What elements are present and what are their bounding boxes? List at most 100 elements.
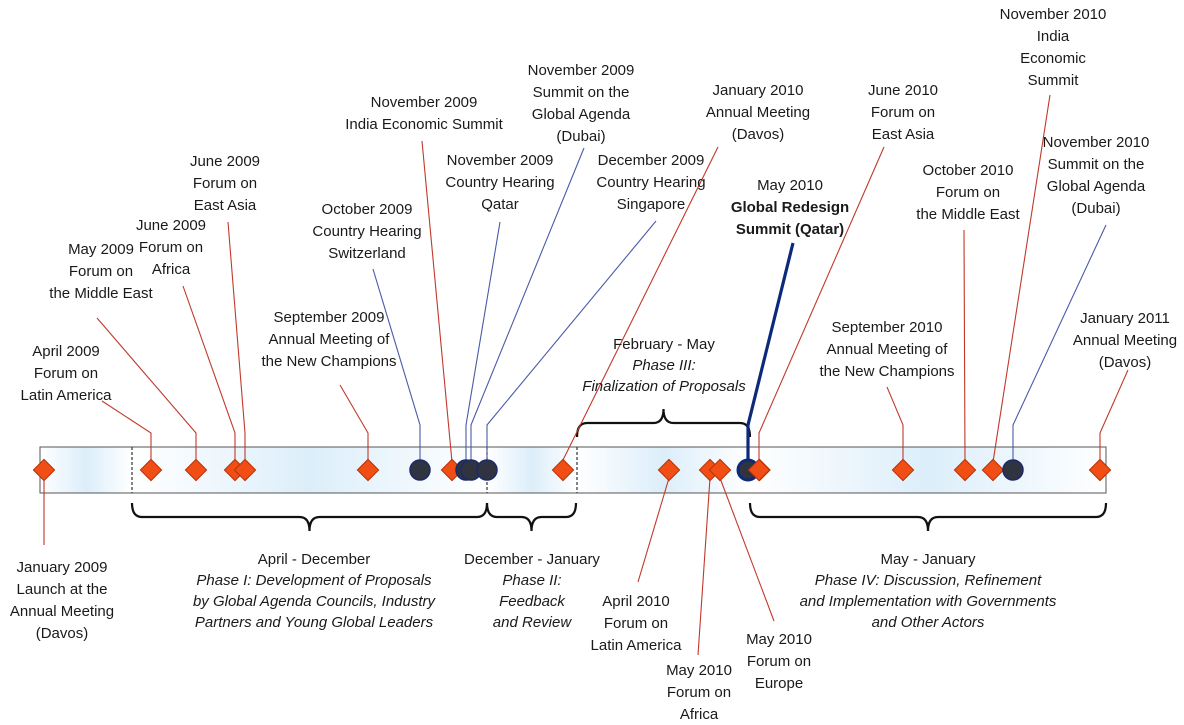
nov-2010-dubai-label-line: November 2010 — [1043, 134, 1150, 151]
phase-2-brace — [485, 502, 578, 532]
phase-3-brace — [575, 408, 752, 438]
apr-2010-label-line: April 2010 — [602, 593, 670, 610]
may-2010-africa-label: May 2010 Forum on Africa — [666, 662, 732, 723]
jun-2009-africa-label: June 2009 Forum on Africa — [136, 217, 206, 278]
sep-2009-label-line: the New Champions — [261, 353, 396, 370]
phase-1-detail: Partners and Young Global Leaders — [195, 614, 434, 631]
nov-2010-dubai-circle-marker — [1002, 459, 1024, 481]
may-2010-europe-diamond-marker — [708, 458, 732, 482]
jun-2010-label-line: June 2010 — [868, 82, 938, 99]
nov-2010-dubai-label-line: Global Agenda — [1047, 178, 1146, 195]
may-2010-summit-label-line: Global Redesign — [731, 199, 849, 216]
phase-3-label: February - May Phase III: Finalization of … — [582, 336, 746, 395]
nov-2009-india-label-line: November 2009 — [371, 94, 478, 111]
band-segment — [40, 447, 132, 493]
phase-3-detail: Finalization of Proposals — [582, 378, 746, 395]
may-2010-africa-label-line: Forum on — [667, 684, 731, 701]
jan-2010-diamond-marker — [551, 458, 575, 482]
nov-2010-dubai-label: November 2010 Summit on the Global Agenda (… — [1043, 134, 1150, 217]
jan-2011-label-line: (Davos) — [1099, 354, 1152, 371]
jun-2009-eastasia-label: June 2009 Forum on East Asia — [190, 153, 260, 214]
phase-4-label: May - January Phase IV: Discussion, Refin… — [800, 551, 1057, 631]
nov-2009-dubai-leader-line — [470, 147, 585, 460]
jan-2009-label-line: Annual Meeting — [10, 603, 114, 620]
nov-2009-dubai-label-line: November 2009 — [528, 62, 635, 79]
nov-2009-india-label-line: India Economic Summit — [345, 116, 503, 133]
sep-2009-label-line: September 2009 — [274, 309, 385, 326]
may-2009-label-line: the Middle East — [49, 285, 153, 302]
may-2010-summit-leader-line — [746, 242, 795, 464]
phase-2-label: December - January Phase II: Feedback and R… — [464, 551, 600, 631]
oct-2009-leader-line — [372, 268, 421, 460]
jun-2010-diamond-marker — [747, 458, 771, 482]
jan-2010-label-line: Annual Meeting — [706, 104, 810, 121]
jan-2009-diamond-marker — [32, 458, 56, 482]
jun-2009-eastasia-diamond-marker — [233, 458, 257, 482]
sep-2010-leader-line — [886, 386, 904, 462]
may-2009-label-line: Forum on — [69, 263, 133, 280]
phase-4-detail: and Other Actors — [872, 614, 985, 631]
apr-2009-leader-line — [101, 400, 152, 462]
sep-2009-leader-line — [339, 384, 369, 462]
jan-2011-label-line: January 2011 — [1080, 310, 1170, 327]
dec-2009-label-line: December 2009 — [598, 152, 705, 169]
may-2010-europe-label: May 2010 Forum on Europe — [746, 631, 812, 692]
may-2009-leader-line — [96, 317, 197, 462]
phase-2-detail: Feedback — [499, 593, 566, 610]
nov-2009-india-leader-line — [421, 140, 453, 463]
may-2010-summit-label: May 2010 Global Redesign Summit (Qatar) — [731, 177, 849, 238]
jan-2011-label-line: Annual Meeting — [1073, 332, 1177, 349]
nov-2009-dubai-label-line: (Dubai) — [556, 128, 605, 145]
phase-4-name: Phase IV: Discussion, Refinement — [815, 572, 1042, 589]
phase-2-period: December - January — [464, 551, 600, 568]
apr-2009-label-line: Latin America — [21, 387, 113, 404]
nov-2010-india-diamond-marker — [981, 458, 1005, 482]
event-labels: January 2009 Launch at the Annual Meeting (… — [10, 6, 1177, 723]
dec-2009-label-line: Country Hearing — [596, 174, 705, 191]
apr-2010-label: April 2010 Forum on Latin America — [591, 593, 683, 654]
nov-2010-india-label: November 2010 India Economic Summit — [1000, 6, 1107, 89]
apr-2009-label: April 2009 Forum on Latin America — [21, 343, 113, 404]
may-2010-europe-label-line: Europe — [755, 675, 803, 692]
nov-2010-dubai-leader-line — [1012, 224, 1107, 460]
jun-2009-africa-leader-line — [182, 285, 236, 462]
jun-2010-label-line: Forum on — [871, 104, 935, 121]
apr-2010-diamond-marker — [657, 458, 681, 482]
dec-2009-leader-line — [486, 220, 657, 460]
jan-2009-label: January 2009 Launch at the Annual Meeting (… — [10, 559, 114, 642]
jun-2010-label-line: East Asia — [872, 126, 935, 143]
nov-2010-dubai-label-line: (Dubai) — [1071, 200, 1120, 217]
oct-2009-label-line: October 2009 — [322, 201, 413, 218]
may-2010-europe-leader-line — [719, 477, 775, 622]
jan-2011-leader-line — [1099, 369, 1129, 462]
jan-2009-label-line: Launch at the — [17, 581, 108, 598]
apr-2010-label-line: Latin America — [591, 637, 683, 654]
nov-2009-dubai-label-line: Summit on the — [533, 84, 630, 101]
dec-2009-label-line: Singapore — [617, 196, 685, 213]
jan-2010-label-line: January 2010 — [713, 82, 804, 99]
sep-2009-diamond-marker — [356, 458, 380, 482]
nov-2010-india-label-line: India — [1037, 28, 1070, 45]
phase-1-period: April - December — [258, 551, 371, 568]
event-markers — [32, 458, 1112, 482]
apr-2010-label-line: Forum on — [604, 615, 668, 632]
nov-2010-india-leader-line — [992, 94, 1051, 463]
sep-2009-label: September 2009 Annual Meeting of the New C… — [261, 309, 396, 370]
jan-2009-label-line: January 2009 — [17, 559, 108, 576]
nov-2010-india-label-line: Summit — [1028, 72, 1080, 89]
nov-2010-india-label-line: November 2010 — [1000, 6, 1107, 23]
nov-2009-india-label: November 2009 India Economic Summit — [345, 94, 503, 133]
may-2010-europe-label-line: May 2010 — [746, 631, 812, 648]
phase-1-brace — [130, 502, 489, 532]
oct-2009-label-line: Switzerland — [328, 245, 406, 262]
oct-2010-label-line: October 2010 — [923, 162, 1014, 179]
nov-2009-qatar-label: November 2009 Country Hearing Qatar — [445, 152, 554, 213]
jan-2009-label-line: (Davos) — [36, 625, 89, 642]
phase-3-period: February - May — [613, 336, 715, 353]
sep-2009-label-line: Annual Meeting of — [269, 331, 391, 348]
jun-2009-eastasia-leader-line — [227, 221, 246, 462]
may-2010-summit-label-line: Summit (Qatar) — [736, 221, 844, 238]
phase-3-name: Phase III: — [632, 357, 695, 374]
band-segment — [750, 447, 1106, 493]
